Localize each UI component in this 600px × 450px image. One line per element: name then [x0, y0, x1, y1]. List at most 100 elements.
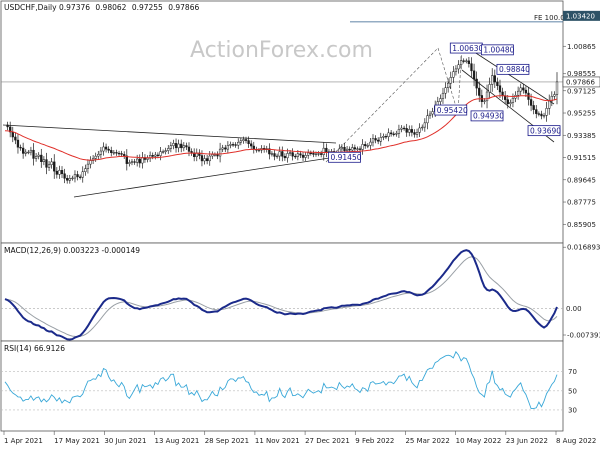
candle-body: [395, 133, 398, 135]
candle-body: [151, 155, 154, 157]
candle-body: [545, 108, 548, 116]
watermark: ActionForex.com: [190, 38, 373, 63]
price-tick-label: 0.97125: [567, 87, 596, 95]
candle-body: [402, 127, 406, 130]
candle-body: [304, 155, 307, 158]
candle-body: [470, 63, 473, 72]
candle-body: [496, 81, 499, 86]
price-annotations: 1.00630 1.00480 0.98840 0.95420 0.94930 0.936…: [328, 42, 561, 163]
candle-body: [71, 177, 74, 180]
candle-body: [226, 145, 230, 150]
candle-body: [478, 87, 481, 96]
candle-body: [522, 87, 525, 91]
macd-signal-line: [4, 256, 558, 338]
candle-body: [299, 153, 302, 156]
candle-body: [325, 147, 328, 153]
candle-body: [301, 154, 305, 158]
annotation-box: [434, 104, 468, 116]
candle-body: [211, 154, 214, 157]
candle-body: [449, 77, 452, 84]
fibo-dashed-3: [457, 43, 463, 114]
candle-body: [208, 155, 211, 162]
rsi-pane: [0, 340, 564, 432]
ohlc-close: 0.97866: [168, 3, 199, 12]
candle-body: [115, 152, 118, 154]
price-annotation: 0.98840: [496, 63, 530, 75]
candle-body: [294, 155, 297, 158]
candle-body: [24, 151, 27, 154]
price-tick-label: 0.95255: [567, 110, 596, 118]
candle-body: [418, 127, 421, 133]
candle-body: [351, 147, 354, 151]
candle-body: [535, 109, 538, 114]
candle-body: [169, 145, 173, 149]
annotation-box: [480, 44, 514, 56]
candle-body: [405, 128, 408, 133]
candle-body: [529, 99, 533, 106]
annotation-label: 1.00630: [452, 44, 483, 53]
candle-body: [29, 149, 33, 153]
macd-line: [4, 249, 558, 341]
candle-body: [273, 153, 276, 157]
candle-body: [278, 151, 281, 157]
candle-body: [216, 154, 219, 157]
candle-body: [128, 162, 131, 164]
candle-body: [154, 154, 157, 157]
date-tick-label: 17 May 2021: [54, 437, 100, 445]
candle-body: [102, 146, 105, 152]
candle-body: [161, 151, 165, 153]
candle-body: [320, 153, 323, 155]
candle-body: [286, 153, 289, 159]
candle-body: [524, 89, 528, 94]
candle-body: [63, 173, 66, 179]
price-tick-label: 0.91515: [567, 154, 596, 162]
candle-body: [454, 68, 458, 72]
price-annotation: 1.00480: [480, 44, 515, 56]
candle-body: [343, 146, 346, 151]
candle-body: [491, 75, 494, 85]
rsi-axis: 70 50 30: [568, 368, 577, 414]
price-tick-label: 0.85905: [567, 221, 596, 229]
candle-body: [180, 143, 183, 149]
date-tick-label: 30 Jun 2021: [104, 437, 146, 445]
candle-body: [107, 148, 110, 151]
annotation-box: [328, 151, 361, 163]
candle-body: [117, 152, 121, 155]
candle-body: [413, 132, 416, 135]
candle-body: [281, 151, 284, 157]
candle-body: [296, 153, 299, 157]
price-tick-label: 0.93385: [567, 132, 596, 140]
candle-body: [6, 124, 9, 128]
rsi-tick-label: 50: [568, 387, 577, 395]
date-tick-label: 11 Nov 2021: [255, 437, 300, 445]
candle-body: [459, 60, 463, 66]
candle-body: [447, 82, 450, 88]
candle-body: [146, 157, 149, 160]
candle-body: [19, 146, 22, 149]
candle-body: [400, 127, 403, 130]
rsi-tick-label: 30: [568, 406, 577, 414]
rsi-tick-label: 70: [568, 368, 577, 376]
candle-body: [172, 143, 175, 146]
candle-body: [110, 150, 113, 153]
candle-body: [120, 153, 123, 155]
ohlc-high: 0.98062: [95, 3, 126, 12]
candle-body: [397, 129, 401, 134]
macd-tick-label: -0.007393: [567, 331, 600, 339]
annotation-box: [527, 125, 561, 137]
price-annotation: 0.95420: [434, 104, 468, 116]
candle-body: [431, 111, 434, 115]
candle-body: [34, 156, 38, 159]
price-annotation: 0.94930: [470, 110, 504, 122]
ohlc-open: 0.97376: [59, 3, 90, 12]
price-tick-label: 1.00865: [567, 43, 596, 51]
candle-body: [221, 147, 224, 150]
annotation-label: 0.91450: [330, 153, 361, 162]
date-tick-label: 9 Feb 2022: [355, 437, 394, 445]
candle-body: [382, 136, 385, 138]
fibo-lines: [325, 43, 463, 163]
candle-body: [462, 60, 465, 62]
candle-body: [167, 148, 170, 151]
ohlc-low: 0.97255: [132, 3, 163, 12]
annotation-box: [496, 63, 530, 75]
